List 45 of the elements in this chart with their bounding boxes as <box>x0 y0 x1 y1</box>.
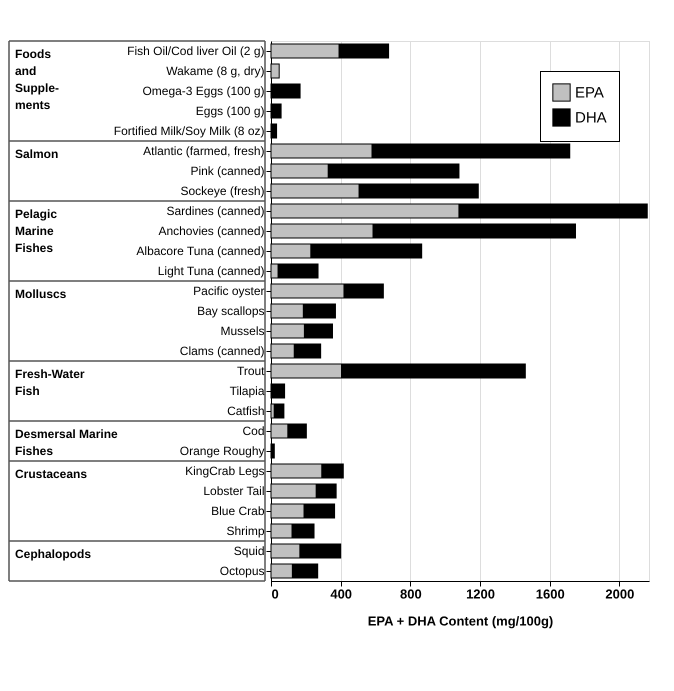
y-tick-label: Fish Oil/Cod liver Oil (2 g) <box>127 44 264 58</box>
bar <box>274 404 284 418</box>
x-tick-label: 400 <box>330 586 352 602</box>
y-tick-label: Bay scallops <box>197 304 264 318</box>
y-tick-label: Pink (canned) <box>190 164 264 178</box>
y-tick-label: Atlantic (farmed, fresh) <box>143 144 264 158</box>
y-tick-label: Light Tuna (canned) <box>158 264 264 278</box>
y-tick-label: Eggs (100 g) <box>196 104 264 118</box>
y-tick-label: Trout <box>236 364 266 378</box>
y-tick-label: Tilapia <box>230 384 265 398</box>
text: Crustaceans <box>15 467 88 481</box>
y-tick-label: Mussels <box>220 324 264 338</box>
text: Molluscs <box>15 287 67 301</box>
y-tick-label: Catfish <box>227 404 264 418</box>
text: Desmersal Marine Fishes <box>15 427 118 458</box>
y-tick-label: Anchovies (canned) <box>158 224 264 238</box>
y-tick-label: Orange Roughy <box>180 444 264 458</box>
x-tick-label: 0 <box>272 586 279 602</box>
y-tick-label: Blue Crab <box>211 504 265 518</box>
x-tick-label: 2000 <box>605 586 634 602</box>
x-tick-label: 1600 <box>536 586 565 602</box>
legend-label: DHA <box>575 110 607 126</box>
legend-label: EPA <box>575 84 604 102</box>
y-tick-label: Sockeye (fresh) <box>180 184 264 198</box>
y-tick-label: Omega-3 Eggs (100 g) <box>142 84 265 98</box>
y-tick-label: Fortified Milk/Soy Milk (8 oz) <box>114 124 264 138</box>
x-tick-label: 800 <box>400 586 422 602</box>
y-tick-label: Wakame (8 g, dry) <box>166 64 264 78</box>
x-axis-title: EPA + DHA Content (mg/100g) <box>368 614 554 628</box>
text: Pelagic Marine Fishes <box>15 207 58 255</box>
y-tick-label: Pacific oyster <box>193 284 264 298</box>
text: Salmon <box>15 147 58 161</box>
y-tick-label: Clams (canned) <box>180 344 264 358</box>
y-tick-label: Cod <box>242 424 264 438</box>
y-tick-label: Squid <box>234 544 264 558</box>
y-tick-label: Octopus <box>220 564 264 578</box>
y-tick-label: Shrimp <box>226 524 265 538</box>
y-tick-label: Albacore Tuna (canned) <box>136 244 264 258</box>
text: Fresh-Water Fish <box>15 367 85 398</box>
text: Cephalopods <box>15 547 92 561</box>
y-tick-label: Sardines (canned) <box>166 204 264 218</box>
y-tick-label: Lobster Tail <box>203 484 264 498</box>
y-tick-label: KingCrab Legs <box>185 464 264 478</box>
text: Foods and Supple- ments <box>15 47 59 112</box>
x-tick-label: 1200 <box>466 586 495 602</box>
